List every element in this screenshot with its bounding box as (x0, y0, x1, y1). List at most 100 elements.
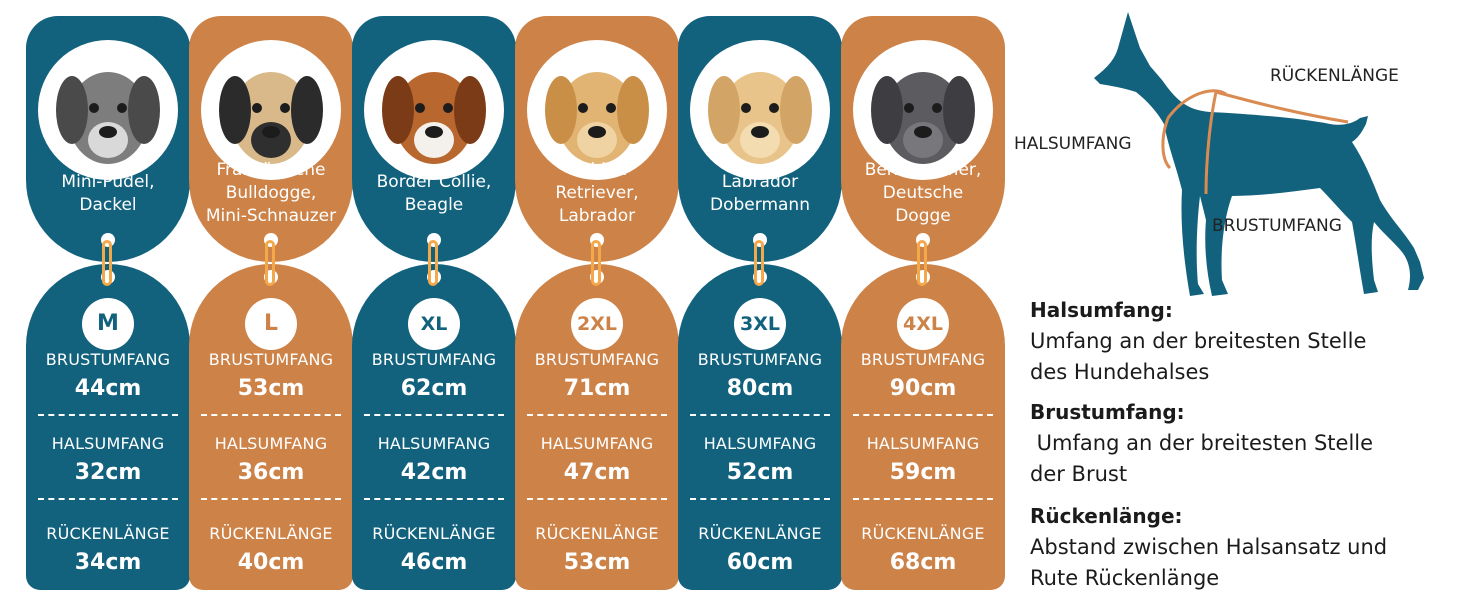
back-length-label: RÜCKENLÄNGE (209, 524, 333, 543)
tag-ring (754, 240, 764, 286)
size-badge: 3XL (734, 298, 786, 350)
size-tag: M BRUSTUMFANG 44cm HALSUMFANG 32cm RÜCKENLÄNG… (26, 264, 190, 590)
size-card-l: Französische Bulldogge, Mini-Schnauzer L BRU… (189, 0, 353, 600)
neck-value: 32cm (74, 460, 142, 485)
harness-chest-line (1204, 91, 1218, 195)
chest-label: BRUSTUMFANG (45, 350, 171, 369)
legend-chest-title: Brustumfang: (1030, 400, 1185, 424)
legend-neck-desc-line2: des Hundehalses (1030, 360, 1210, 384)
size-tag: XL BRUSTUMFANG 62cm HALSUMFANG 42cm RÜCKENLÄN… (352, 264, 516, 590)
breed-name-line: Dackel (79, 195, 137, 215)
neck-value: 47cm (563, 460, 631, 485)
legend-neck-title: Halsumfang: (1030, 298, 1173, 322)
back-length-value: 46cm (400, 550, 468, 575)
breed-name-line: Retriever, (555, 183, 639, 203)
diagram-back-length-label: RÜCKENLÄNGE (1270, 66, 1399, 86)
back-length-value: 34cm (74, 550, 142, 575)
tag-ring (917, 240, 927, 286)
dashed-divider (853, 498, 993, 500)
breed-name-line: Labrador (558, 206, 636, 226)
back-length-label: RÜCKENLÄNGE (698, 524, 822, 543)
breed-name-line: Mini-Schnauzer (205, 206, 337, 226)
dashed-divider (527, 414, 667, 416)
breed-name-line: Border Collie, (376, 172, 492, 192)
neck-label: HALSUMFANG (703, 434, 817, 453)
legend-neck: Halsumfang: Umfang an der breitesten Ste… (1030, 298, 1366, 388)
breed-name-line: Mini-Pudel, (61, 172, 155, 192)
breed-name-line: Deutsche (882, 183, 964, 203)
golden-retriever-photo (527, 40, 667, 180)
legend-back-desc-line1: Abstand zwischen Halsansatz und (1030, 535, 1388, 559)
chest-label: BRUSTUMFANG (208, 350, 334, 369)
chest-label: BRUSTUMFANG (697, 350, 823, 369)
legend-neck-desc-line1: Umfang an der breitesten Stelle (1030, 329, 1367, 353)
size-card-xl: Border Collie, Beagle XL BRUSTUMFANG 62cm HAL… (352, 0, 516, 600)
back-length-label: RÜCKENLÄNGE (372, 524, 496, 543)
harness-back-line (1215, 90, 1349, 124)
breed-card: Border Collie, Beagle (352, 16, 516, 262)
breed-card: Mini-Pudel, Dackel (26, 16, 190, 262)
size-badge: 4XL (897, 298, 949, 350)
dog-measurement-diagram: RÜCKENLÄNGE HALSUMFANG BRUSTUMFANG (1000, 0, 1464, 300)
chest-label: BRUSTUMFANG (371, 350, 497, 369)
harness-collar-line (1161, 117, 1172, 170)
neck-label: HALSUMFANG (214, 434, 328, 453)
tag-ring (591, 240, 601, 286)
size-tag: L BRUSTUMFANG 53cm HALSUMFANG 36cm RÜCKENLÄNG… (189, 264, 353, 590)
size-tag: 4XL BRUSTUMFANG 90cm HALSUMFANG 59cm RÜCKENLÄ… (841, 264, 1005, 590)
dashed-divider (527, 498, 667, 500)
legend-back-desc-line2: Rute Rückenlänge (1030, 566, 1220, 590)
breed-name-line: Dogge (895, 206, 951, 226)
size-badge: L (245, 298, 297, 350)
back-length-label: RÜCKENLÄNGE (861, 524, 985, 543)
great-dane-photo (853, 40, 993, 180)
size-tag: 2XL BRUSTUMFANG 71cm HALSUMFANG 47cm RÜCKENLÄ… (515, 264, 679, 590)
neck-value: 42cm (400, 460, 468, 485)
breed-name-line: Französische (216, 160, 326, 180)
pug-photo (201, 40, 341, 180)
breed-card: Französische Bulldogge, Mini-Schnauzer (189, 16, 353, 262)
back-length-value: 60cm (726, 550, 794, 575)
size-badge: M (82, 298, 134, 350)
chest-label: BRUSTUMFANG (860, 350, 986, 369)
chest-value: 62cm (400, 376, 468, 401)
breed-name-line: Beagle (404, 195, 464, 215)
dashed-divider (201, 498, 341, 500)
breed-card: Bernhardiner, Deutsche Dogge (841, 16, 1005, 262)
tag-ring (428, 240, 438, 286)
back-length-value: 68cm (889, 550, 957, 575)
breed-name-line: Bernhardiner, (864, 160, 982, 180)
size-tag: 3XL BRUSTUMFANG 80cm HALSUMFANG 52cm RÜCKENLÄ… (678, 264, 842, 590)
neck-label: HALSUMFANG (866, 434, 980, 453)
breed-name-line: Golden (566, 160, 628, 180)
size-badge: XL (408, 298, 460, 350)
size-card-2xl: Golden Retriever, Labrador 2XL BRUSTUMFANG 71… (515, 0, 679, 600)
dashed-divider (201, 414, 341, 416)
dashed-divider (38, 498, 178, 500)
chest-label: BRUSTUMFANG (534, 350, 660, 369)
legend-chest-desc-line1: Umfang an der breitesten Stelle (1030, 431, 1374, 455)
dashed-divider (690, 498, 830, 500)
diagram-neck-label: HALSUMFANG (1014, 134, 1132, 154)
diagram-chest-label: BRUSTUMFANG (1212, 216, 1342, 236)
size-badge: 2XL (571, 298, 623, 350)
legend-chest: Brustumfang: Umfang an der breitesten St… (1030, 400, 1373, 490)
breed-name-line: Labrador (721, 172, 799, 192)
legend-chest-desc-line2: der Brust (1030, 462, 1128, 486)
breed-card: Golden Retriever, Labrador (515, 16, 679, 262)
back-length-value: 40cm (237, 550, 305, 575)
back-length-label: RÜCKENLÄNGE (535, 524, 659, 543)
legend-back: Rückenlänge: Abstand zwischen Halsansatz… (1030, 504, 1387, 594)
size-card-3xl: Labrador Dobermann 3XL BRUSTUMFANG 80cm HALSU… (678, 0, 842, 600)
back-length-value: 53cm (563, 550, 631, 575)
dashed-divider (364, 414, 504, 416)
labrador-photo (690, 40, 830, 180)
neck-label: HALSUMFANG (540, 434, 654, 453)
chest-value: 53cm (237, 376, 305, 401)
dashed-divider (853, 414, 993, 416)
neck-label: HALSUMFANG (51, 434, 165, 453)
chest-value: 71cm (563, 376, 631, 401)
dog-silhouette-icon (1094, 12, 1424, 296)
breed-card: Labrador Dobermann (678, 16, 842, 262)
tag-ring (265, 240, 275, 286)
